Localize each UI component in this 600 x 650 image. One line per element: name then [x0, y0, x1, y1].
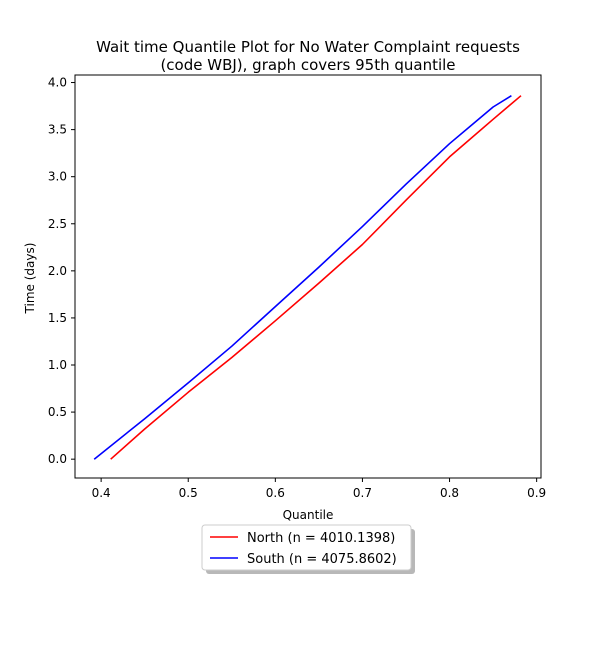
y-tick-label: 0.0 [48, 452, 67, 466]
legend-label: South (n = 4075.8602) [247, 552, 397, 567]
x-axis: 0.4 0.5 0.6 0.7 0.8 0.9 [92, 478, 546, 500]
legend: North (n = 4010.1398) South (n = 4075.860… [201, 524, 415, 574]
y-tick-label: 0.5 [48, 405, 67, 419]
y-axis: 0.0 0.5 1.0 1.5 2.0 2.5 3.0 3.5 4.0 [48, 76, 75, 466]
series-group [93, 95, 522, 460]
legend-box [201, 524, 412, 571]
x-axis-label: Quantile [283, 508, 334, 522]
x-tick-label: 0.6 [266, 486, 285, 500]
x-tick-label: 0.7 [353, 486, 372, 500]
x-tick-label: 0.8 [440, 486, 459, 500]
chart-title-line: Wait time Quantile Plot for No Water Com… [96, 38, 520, 56]
x-tick-label: 0.4 [92, 486, 111, 500]
chart-title: Wait time Quantile Plot for No Water Com… [96, 38, 520, 74]
legend-label: North (n = 4010.1398) [247, 531, 395, 546]
y-axis-label: Time (days) [23, 243, 37, 315]
y-tick-label: 2.5 [48, 217, 67, 231]
y-tick-label: 1.5 [48, 311, 67, 325]
y-tick-label: 3.5 [48, 123, 67, 137]
series-line-south [93, 95, 512, 460]
y-tick-label: 1.0 [48, 358, 67, 372]
x-tick-label: 0.5 [179, 486, 198, 500]
x-tick-label: 0.9 [527, 486, 546, 500]
y-tick-label: 2.0 [48, 264, 67, 278]
y-tick-label: 4.0 [48, 76, 67, 90]
series-line-north [110, 95, 522, 460]
y-tick-label: 3.0 [48, 170, 67, 184]
chart-title-line: (code WBJ), graph covers 95th quantile [160, 56, 455, 74]
